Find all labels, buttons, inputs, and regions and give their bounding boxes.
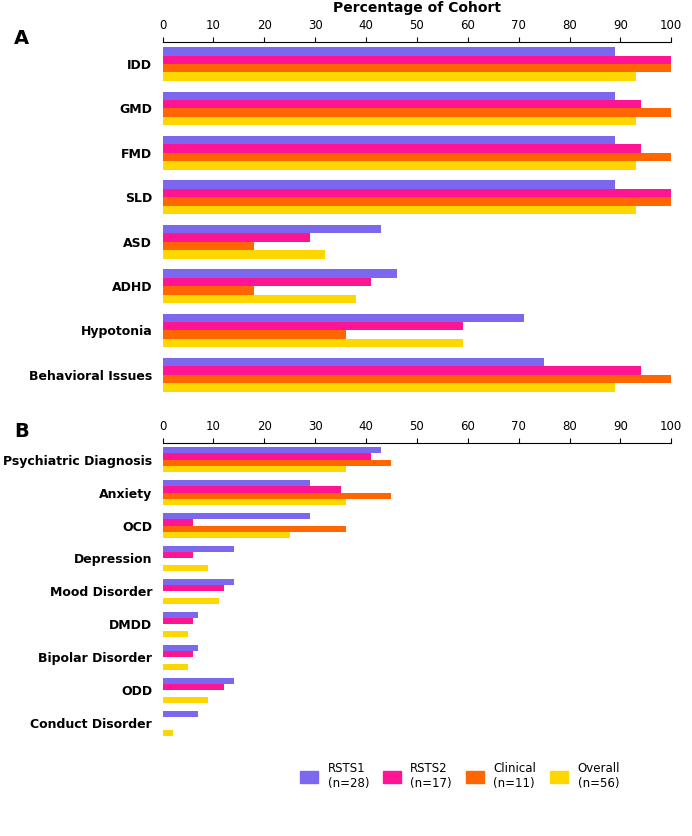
Bar	[163, 314, 524, 322]
Bar	[163, 206, 636, 214]
Text: A: A	[14, 29, 29, 48]
Legend: RSTS1
(n=28), RSTS2
(n=17), Clinical
(n=11), Overall
(n=56): RSTS1 (n=28), RSTS2 (n=17), Clinical (n=…	[295, 757, 625, 795]
Bar	[163, 630, 188, 637]
Bar	[163, 136, 615, 145]
Bar	[163, 618, 193, 624]
Bar	[163, 189, 671, 197]
Bar	[163, 565, 208, 571]
Bar	[163, 696, 208, 703]
Bar	[163, 339, 463, 348]
Bar	[163, 294, 356, 303]
Bar	[163, 64, 671, 73]
Bar	[163, 375, 671, 384]
Bar	[163, 598, 219, 604]
Bar	[163, 585, 224, 592]
Bar	[163, 466, 346, 472]
Bar	[163, 553, 193, 558]
Bar	[163, 519, 193, 526]
Bar	[163, 92, 615, 100]
Bar	[163, 499, 346, 505]
Bar	[163, 480, 310, 487]
Bar	[163, 269, 397, 278]
Bar	[163, 250, 325, 258]
Bar	[163, 651, 193, 657]
Bar	[163, 366, 641, 375]
Bar	[163, 161, 636, 170]
Bar	[163, 197, 671, 206]
Bar	[163, 730, 173, 736]
Bar	[163, 460, 392, 466]
Bar	[163, 711, 198, 717]
Bar	[163, 579, 234, 585]
Bar	[163, 181, 615, 189]
Bar	[163, 117, 636, 125]
Bar	[163, 447, 381, 453]
Bar	[163, 487, 340, 492]
Bar	[163, 645, 198, 651]
Bar	[163, 286, 254, 294]
Bar	[163, 513, 310, 519]
Bar	[163, 532, 290, 538]
Bar	[163, 153, 671, 161]
Bar	[163, 664, 188, 670]
X-axis label: Percentage of Cohort: Percentage of Cohort	[333, 1, 501, 15]
Bar	[163, 526, 346, 532]
Bar	[163, 684, 224, 691]
Bar	[163, 678, 234, 684]
Bar	[163, 73, 636, 81]
Bar	[163, 145, 641, 153]
Bar	[163, 612, 198, 618]
Bar	[163, 358, 544, 366]
Bar	[163, 225, 381, 233]
Bar	[163, 109, 671, 117]
Bar	[163, 55, 671, 64]
Bar	[163, 546, 234, 553]
Bar	[163, 384, 615, 392]
Bar	[163, 278, 371, 286]
Bar	[163, 492, 392, 499]
Bar	[163, 330, 346, 339]
Bar	[163, 233, 310, 242]
Bar	[163, 322, 463, 330]
Bar	[163, 242, 254, 250]
Bar	[163, 47, 615, 55]
Bar	[163, 453, 371, 460]
Bar	[163, 100, 641, 109]
Text: B: B	[14, 422, 28, 441]
